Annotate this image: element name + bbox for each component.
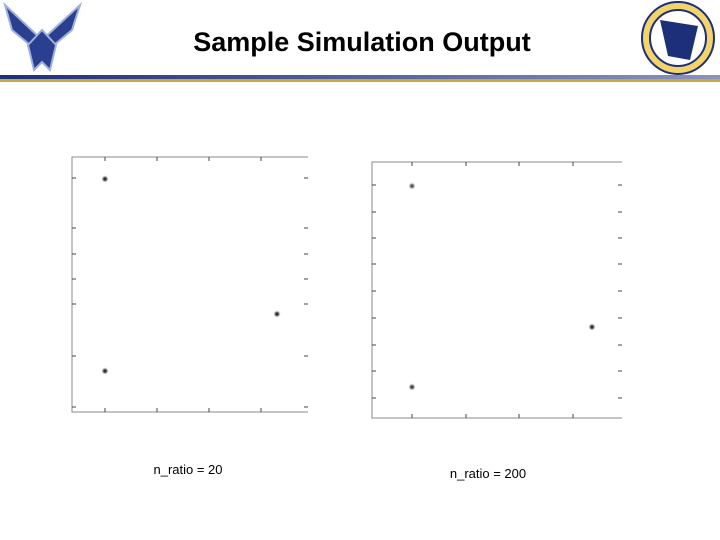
caption: n_ratio = 200 — [450, 466, 526, 481]
header-bar-gold — [0, 79, 720, 82]
left-logo — [3, 1, 83, 72]
plot-left — [71, 156, 308, 413]
caption: n_ratio = 20 — [153, 462, 222, 477]
plot-right — [371, 161, 622, 419]
header-bar — [0, 75, 720, 79]
title: Sample Simulation Output — [193, 27, 531, 57]
right-emblem — [641, 1, 715, 75]
